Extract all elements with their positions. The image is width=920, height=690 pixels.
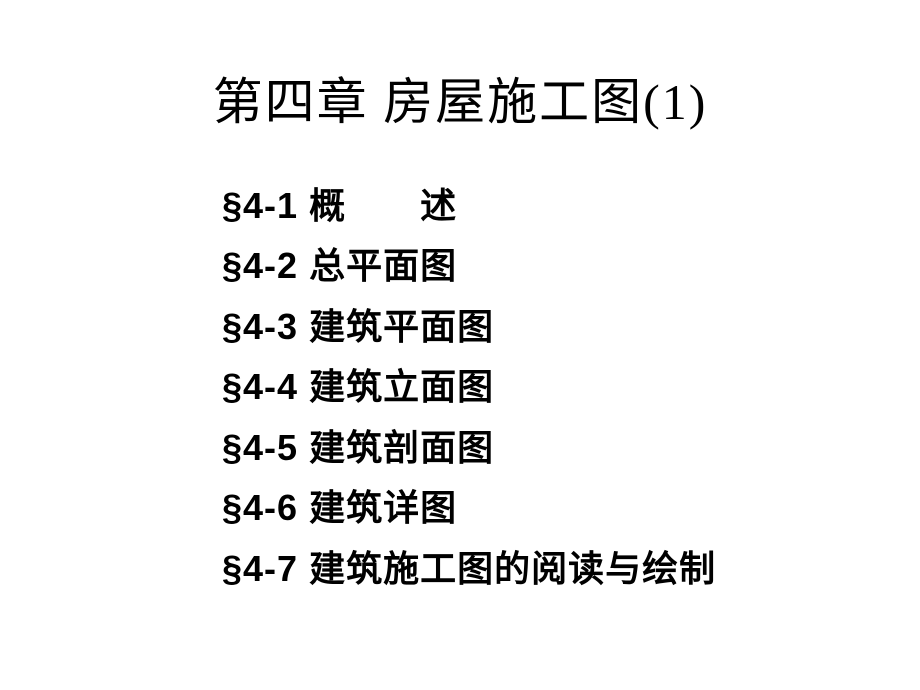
section-prefix: §4-3 xyxy=(222,306,298,347)
chapter-title: 第四章 房屋施工图(1) xyxy=(0,62,920,134)
section-item: §4-5 建筑剖面图 xyxy=(222,418,920,478)
section-prefix: §4-4 xyxy=(222,366,298,407)
section-text: 建筑平面图 xyxy=(298,306,494,347)
section-text: 总平面图 xyxy=(298,245,457,286)
section-item: §4-6 建筑详图 xyxy=(222,478,920,538)
section-prefix: §4-1 xyxy=(222,185,298,226)
section-item: §4-7 建筑施工图的阅读与绘制 xyxy=(222,539,920,599)
slide-container: 第四章 房屋施工图(1) §4-1 概 述 §4-2 总平面图 §4-3 建筑平… xyxy=(0,0,920,690)
section-item: §4-1 概 述 xyxy=(222,176,920,236)
section-text: 建筑剖面图 xyxy=(298,427,494,468)
section-prefix: §4-6 xyxy=(222,487,298,528)
section-prefix: §4-5 xyxy=(222,427,298,468)
section-prefix: §4-7 xyxy=(222,548,298,589)
section-prefix: §4-2 xyxy=(222,245,298,286)
section-text: 概 述 xyxy=(298,185,457,226)
section-list: §4-1 概 述 §4-2 总平面图 §4-3 建筑平面图 §4-4 建筑立面图… xyxy=(222,176,920,599)
section-item: §4-4 建筑立面图 xyxy=(222,357,920,417)
section-text: 建筑施工图的阅读与绘制 xyxy=(298,548,716,589)
section-item: §4-2 总平面图 xyxy=(222,236,920,296)
section-text: 建筑详图 xyxy=(298,487,457,528)
section-text: 建筑立面图 xyxy=(298,366,494,407)
section-item: §4-3 建筑平面图 xyxy=(222,297,920,357)
